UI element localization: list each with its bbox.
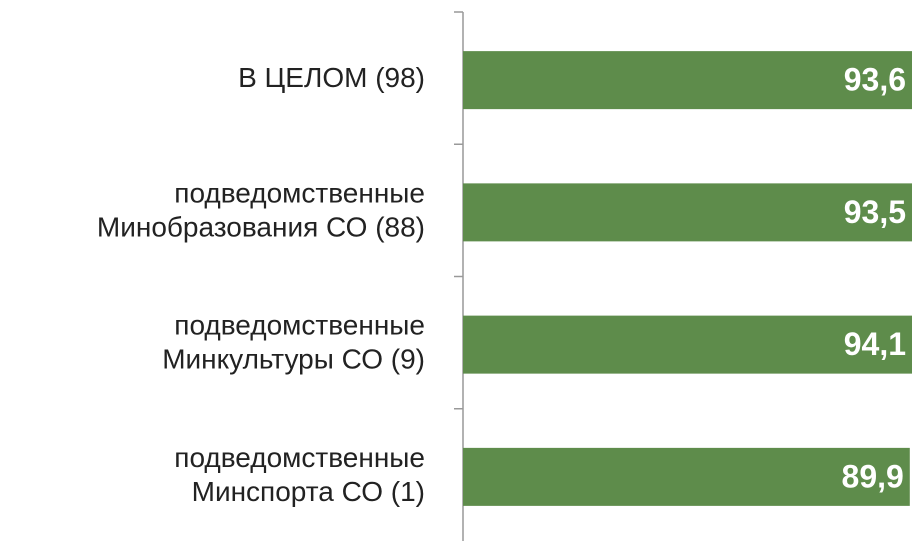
bar — [463, 51, 912, 110]
value-label: 89,9 — [842, 458, 904, 494]
value-label: 93,6 — [844, 62, 906, 98]
category-label: В ЦЕЛОМ (98) — [238, 63, 425, 94]
bar — [463, 315, 912, 374]
value-label: 93,5 — [844, 194, 906, 230]
bar — [463, 447, 910, 506]
bar — [463, 183, 912, 242]
category-label: подведомственные Минспорта СО (1) — [174, 442, 425, 507]
value-label: 94,1 — [844, 326, 906, 362]
category-label: подведомственные Минкультуры СО (9) — [162, 310, 425, 375]
category-label: подведомственные Минобразования СО (88) — [97, 178, 425, 243]
